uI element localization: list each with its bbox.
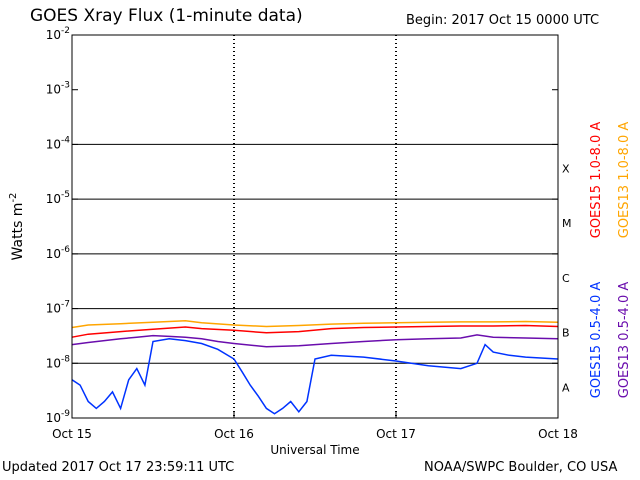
y-axis-label: Watts m-2 [8,193,26,261]
series-layer [71,319,559,415]
y-tick-label: 10-9 [46,409,71,425]
flare-class-label-a: A [562,381,570,394]
frame-layer [71,34,559,419]
flare-class-label-b: B [562,327,570,340]
y-tick-label: 10-7 [46,300,70,316]
grid-layer [72,35,558,418]
x-tick-label: Oct 17 [376,427,416,441]
flare-class-label-x: X [562,162,570,175]
series-line-4 [71,334,559,348]
x-tick-label: Oct 16 [214,427,254,441]
legend-label-2: GOES13 1.0-8.0 A [617,122,632,239]
x-axis-label: Universal Time [270,443,359,457]
legend-label-3: GOES15 0.5-4.0 A [589,282,604,399]
y-tick-label: 10-5 [46,190,70,206]
y-tick-label: 10-8 [46,354,71,370]
x-tick-label: Oct 18 [538,427,578,441]
legend-label-1: GOES15 1.0-8.0 A [589,122,604,239]
updated-timestamp: Updated 2017 Oct 17 23:59:11 UTC [2,460,235,475]
series-line-2 [71,319,559,329]
legend-label-4: GOES13 0.5-4.0 A [617,282,632,399]
y-tick-label: 10-6 [46,245,71,261]
source-credit: NOAA/SWPC Boulder, CO USA [424,460,618,475]
x-tick-label: Oct 15 [52,427,92,441]
y-tick-label: 10-3 [46,81,70,97]
chart-title: GOES Xray Flux (1-minute data) [30,6,303,26]
plot-frame [71,34,559,419]
text-layer: X M C B A 10-2 10-3 10-4 10-5 10-6 10-7 10-8 10-9 Oct… [8,26,632,457]
begin-timestamp: Begin: 2017 Oct 15 0000 UTC [406,13,600,28]
y-tick-label: 10-4 [46,135,71,151]
flare-class-label-c: C [562,272,570,285]
series-line-1 [71,324,559,338]
y-tick-label: 10-2 [46,26,70,42]
series-line-3 [71,338,559,415]
flare-class-label-m: M [562,217,572,230]
